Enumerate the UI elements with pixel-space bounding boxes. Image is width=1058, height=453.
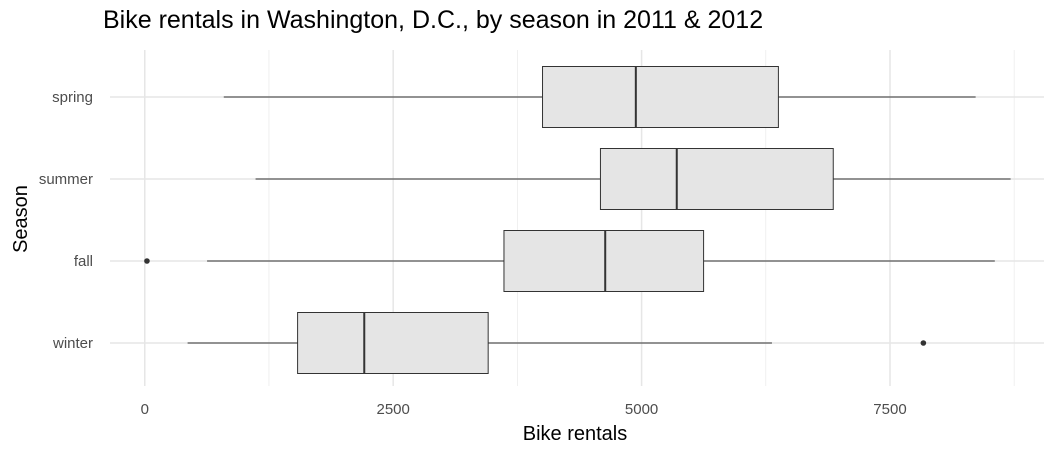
x-axis-label: Bike rentals: [523, 423, 628, 445]
y-tick-label: winter: [52, 335, 93, 352]
iqr-box: [297, 312, 489, 374]
outlier-point: [920, 340, 927, 346]
box-spring: [223, 66, 976, 128]
box-summer: [255, 148, 1011, 210]
x-tick-label: 2500: [376, 401, 409, 418]
y-axis-label: Season: [10, 185, 32, 253]
y-tick-label: spring: [52, 89, 93, 106]
box-group: [144, 66, 1011, 374]
box-fall: [144, 230, 995, 292]
iqr-box: [599, 148, 834, 210]
box-winter: [187, 312, 927, 374]
iqr-box: [542, 66, 779, 128]
y-tick-label: fall: [74, 253, 93, 270]
x-tick-label: 0: [141, 401, 149, 418]
y-tick-label: summer: [39, 171, 93, 188]
x-tick-labels: 0 2500 5000 7500: [141, 401, 907, 418]
y-tick-labels: spring summer fall winter: [39, 89, 93, 352]
chart-title: Bike rentals in Washington, D.C., by sea…: [103, 6, 764, 34]
iqr-box: [503, 230, 705, 292]
x-tick-label: 5000: [625, 401, 658, 418]
outlier-point: [144, 258, 150, 264]
x-tick-label: 7500: [873, 401, 906, 418]
